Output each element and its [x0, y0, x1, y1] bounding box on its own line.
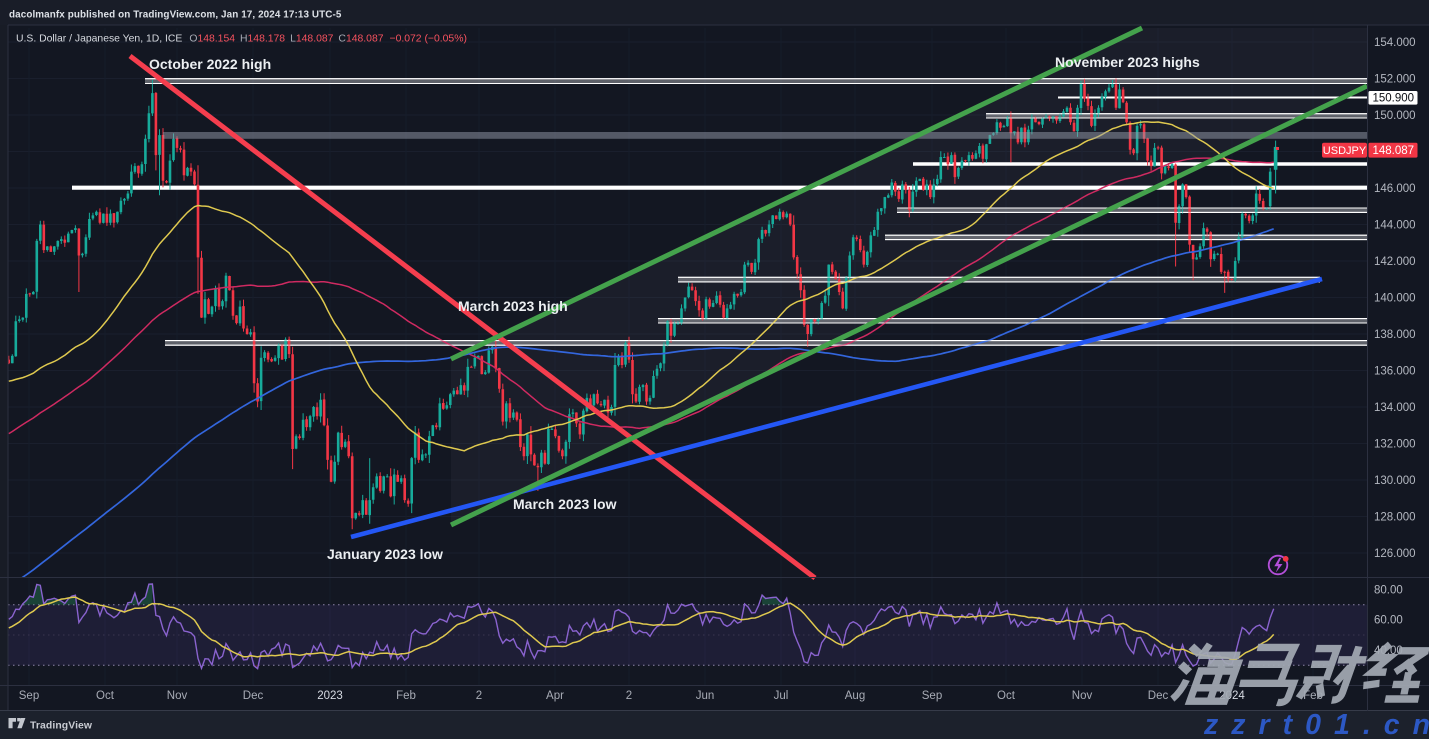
svg-text:2: 2 [626, 690, 632, 702]
svg-text:154.000: 154.000 [1374, 37, 1416, 49]
svg-text:Jul: Jul [774, 690, 789, 702]
svg-text:November 2023 highs: November 2023 highs [1055, 54, 1200, 70]
svg-text:Aug: Aug [845, 690, 865, 702]
svg-text:130.000: 130.000 [1374, 475, 1416, 487]
svg-text:U.S. Dollar / Japanese Yen, 1D: U.S. Dollar / Japanese Yen, 1D, ICE O148.… [16, 34, 467, 45]
svg-text:138.000: 138.000 [1374, 329, 1416, 341]
svg-text:144.000: 144.000 [1374, 220, 1416, 232]
svg-text:Dec: Dec [1148, 690, 1169, 702]
svg-text:Dec: Dec [243, 690, 264, 702]
svg-text:March 2023 high: March 2023 high [458, 298, 568, 314]
svg-text:Sep: Sep [19, 690, 39, 702]
svg-text:Feb: Feb [396, 690, 416, 702]
svg-text:150.000: 150.000 [1374, 110, 1416, 122]
svg-text:TradingView: TradingView [30, 720, 93, 731]
svg-text:Nov: Nov [167, 690, 188, 702]
svg-text:60.00: 60.00 [1374, 615, 1403, 627]
svg-text:Oct: Oct [997, 690, 1016, 702]
svg-text:146.000: 146.000 [1374, 183, 1416, 195]
svg-text:126.000: 126.000 [1374, 548, 1416, 560]
svg-text:zzrt01.cn: zzrt01.cn [1203, 709, 1429, 739]
svg-text:128.000: 128.000 [1374, 512, 1416, 524]
svg-text:Oct: Oct [96, 690, 115, 702]
svg-text:October 2022 high: October 2022 high [149, 56, 271, 72]
svg-text:150.900: 150.900 [1373, 93, 1415, 105]
svg-text:Apr: Apr [546, 690, 564, 702]
svg-text:dacolmanfx published on Tradin: dacolmanfx published on TradingView.com,… [9, 9, 342, 20]
svg-text:USDJPY: USDJPY [1323, 145, 1367, 157]
svg-text:2: 2 [476, 690, 482, 702]
svg-text:Sep: Sep [922, 690, 942, 702]
svg-text:80.00: 80.00 [1374, 585, 1403, 597]
svg-text:152.000: 152.000 [1374, 74, 1416, 86]
svg-text:Jun: Jun [696, 690, 715, 702]
svg-text:March 2023 low: March 2023 low [513, 496, 617, 512]
svg-text:136.000: 136.000 [1374, 366, 1416, 378]
svg-text:148.087: 148.087 [1373, 145, 1415, 157]
svg-text:140.000: 140.000 [1374, 293, 1416, 305]
svg-text:January 2023 low: January 2023 low [327, 546, 443, 562]
svg-text:142.000: 142.000 [1374, 256, 1416, 268]
svg-text:134.000: 134.000 [1374, 402, 1416, 414]
svg-text:Nov: Nov [1072, 690, 1093, 702]
svg-text:132.000: 132.000 [1374, 439, 1416, 451]
svg-text:2023: 2023 [317, 690, 343, 702]
